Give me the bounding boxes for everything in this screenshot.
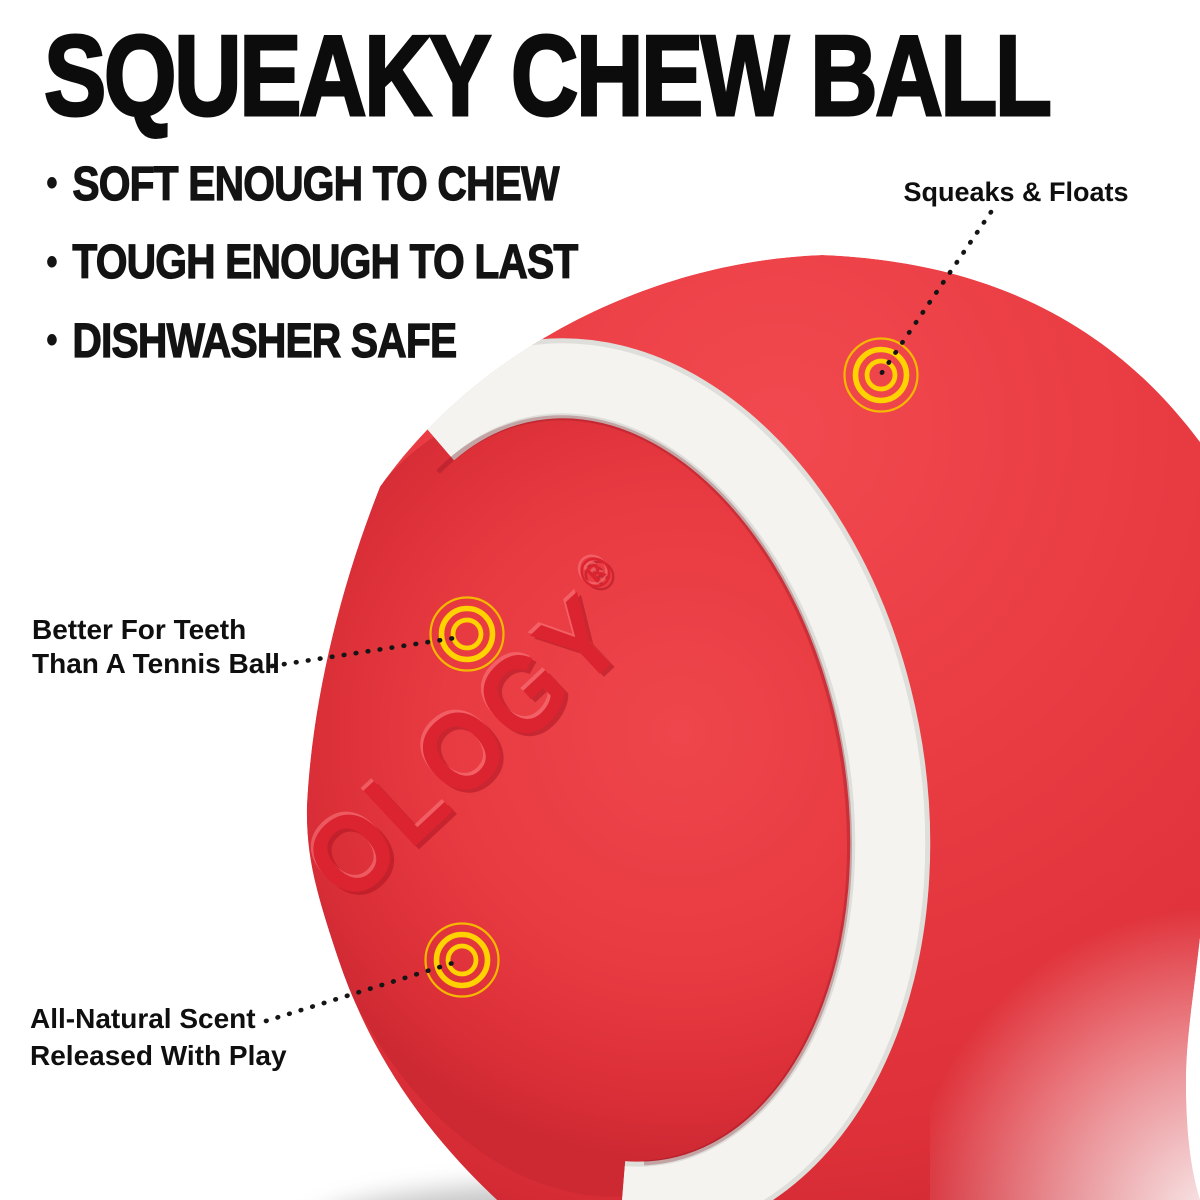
feature-label: DISHWASHER SAFE (72, 314, 458, 368)
leader-line-scent (263, 959, 459, 1024)
feature-item: • SOFT ENOUGH TO CHEW (46, 158, 577, 211)
feature-label: SOFT ENOUGH TO CHEW (72, 158, 560, 211)
bullet-icon: • (46, 317, 58, 362)
target-ring-inner (450, 617, 484, 651)
feature-item: • DISHWASHER SAFE (46, 314, 577, 368)
target-ring-mid (438, 605, 496, 663)
callout-natural-scent: All-Natural Scent Released With Play (30, 1000, 287, 1074)
target-ring-outer (429, 596, 505, 672)
target-ring-mid (852, 346, 910, 404)
callout-line: Released With Play (30, 1040, 287, 1071)
target-ring-outer (424, 922, 500, 998)
callout-line: All-Natural Scent (30, 1003, 256, 1034)
seam-stripe (405, 343, 926, 1200)
page-title: SQUEAKY CHEW BALL (43, 13, 1053, 140)
feature-list: • SOFT ENOUGH TO CHEW • TOUGH ENOUGH TO … (46, 158, 671, 395)
target-ring-outer (843, 337, 919, 413)
target-marker-squeaks (843, 337, 919, 413)
target-ring-inner (445, 943, 479, 977)
panel-crease (436, 415, 853, 1166)
corner-light-fade (930, 910, 1200, 1200)
callout-squeaks-floats: Squeaks & Floats (896, 177, 1136, 207)
ball-face-panel (306, 403, 865, 1197)
bullet-icon: • (46, 239, 58, 284)
target-ring-inner (864, 358, 898, 392)
feature-label: TOUGH ENOUGH TO LAST (72, 236, 579, 290)
target-ring-mid (433, 931, 491, 989)
callout-label: Squeaks & Floats (903, 177, 1129, 207)
target-marker-teeth (429, 596, 505, 672)
callout-line: Better For Teeth (32, 614, 247, 645)
callout-line: Than A Tennis Ball (32, 648, 280, 679)
leader-line-squeaks (878, 209, 994, 377)
feature-item: • TOUGH ENOUGH TO LAST (46, 236, 579, 290)
callout-better-teeth: Better For Teeth Than A Tennis Ball (32, 613, 280, 681)
target-marker-scent (424, 922, 500, 998)
leader-line-teeth (269, 634, 464, 669)
bullet-icon: • (46, 161, 58, 206)
